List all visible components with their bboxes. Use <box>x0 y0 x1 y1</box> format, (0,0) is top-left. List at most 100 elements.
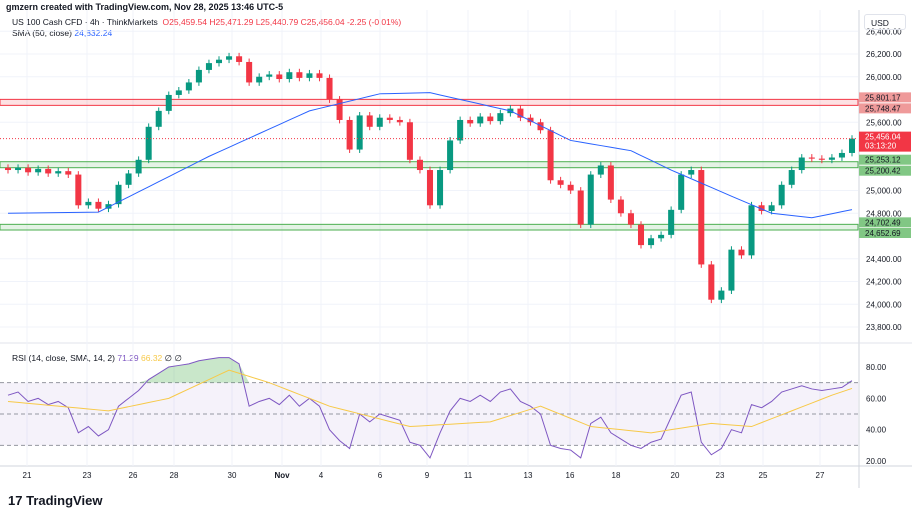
rsi-tick-label: 80.00 <box>866 363 887 372</box>
candle-body <box>447 140 454 171</box>
close-value: C25,456.04 <box>300 17 345 27</box>
candle-body <box>788 170 795 185</box>
price-tick-label: 26,400.00 <box>866 27 902 36</box>
zone-price-label: 25,253.12 <box>865 156 901 165</box>
time-tick-label: 13 <box>524 471 533 480</box>
time-tick-label: 20 <box>671 471 680 480</box>
rsi-extra: ∅ ∅ <box>164 353 182 363</box>
zone-price-label: 24,652.69 <box>865 229 901 238</box>
candle-body <box>416 159 423 171</box>
price-tick-label: 25,600.00 <box>866 118 902 127</box>
candle-body <box>557 180 564 185</box>
candle-body <box>627 213 634 225</box>
candle-body <box>165 94 172 111</box>
last-price-badge <box>859 131 911 152</box>
zone-label-bg <box>859 92 911 103</box>
time-tick-label: 16 <box>566 471 575 480</box>
rsi-line <box>7 357 853 459</box>
candle-body <box>708 264 715 300</box>
candle-body <box>828 157 835 160</box>
logo-icon: 17 <box>8 493 23 508</box>
candle-body <box>637 224 645 246</box>
time-tick-label: 4 <box>319 471 324 480</box>
tradingview-logo: 17 TradingView <box>8 493 102 508</box>
candle-body <box>798 157 805 171</box>
candle-body <box>457 119 464 141</box>
candle-body <box>748 205 755 256</box>
candle-body <box>145 126 152 160</box>
zone-red <box>0 98 859 106</box>
candle-body <box>577 190 584 225</box>
candle-body <box>115 184 122 205</box>
candle-body <box>648 238 655 246</box>
candle-body <box>175 90 182 95</box>
time-tick-label: 30 <box>228 471 237 480</box>
candle-body <box>688 170 695 175</box>
candle-body <box>668 209 675 235</box>
candle-body <box>698 170 705 265</box>
candle-body <box>286 72 293 80</box>
rsi-sma-value: 66.32 <box>141 353 163 363</box>
candle-body <box>547 130 554 181</box>
rsi-tick-label: 20.00 <box>866 457 887 466</box>
sma-legend: SMA (50, close) 24,832.24 <box>12 28 112 38</box>
candle-body <box>35 168 42 173</box>
candle-body <box>778 184 785 206</box>
zone-price-label: 25,200.42 <box>865 167 901 176</box>
zone-green <box>0 223 859 231</box>
sma-value: 24,832.24 <box>74 28 113 38</box>
chart-caption: gmzern created with TradingView.com, Nov… <box>6 2 284 12</box>
candle-body <box>75 174 82 206</box>
candle-body <box>437 170 444 206</box>
candle-body <box>386 117 393 120</box>
rsi-overbought-fill <box>8 357 852 383</box>
zone-price-label: 25,801.17 <box>865 93 901 102</box>
candle-body <box>617 199 624 214</box>
candle-body <box>4 167 12 171</box>
time-tick-label: 18 <box>612 471 621 480</box>
candle-body <box>376 117 383 127</box>
time-tick-label: 6 <box>378 471 383 480</box>
rsi-tick-label: 60.00 <box>866 394 887 403</box>
candle-body <box>246 61 253 83</box>
candle-body <box>467 119 474 124</box>
candle-body <box>487 116 494 122</box>
sma-label[interactable]: SMA (50, close) <box>12 28 72 38</box>
candle-body <box>346 119 353 150</box>
candle-body <box>155 110 162 127</box>
candle-body <box>848 138 856 153</box>
last-price-label: 25,456.04 <box>865 133 901 142</box>
candle-body <box>296 72 303 78</box>
rsi-legend: RSI (14, close, SMA, 14, 2) 71.29 66.32 … <box>12 353 182 364</box>
price-tick-label: 24,400.00 <box>866 255 902 264</box>
currency-label[interactable]: USD <box>864 14 906 30</box>
high-value: H25,471.29 <box>209 17 254 27</box>
candle-body <box>135 159 142 174</box>
candle-body <box>326 77 333 100</box>
time-tick-label: 11 <box>464 471 473 480</box>
rsi-label[interactable]: RSI (14, close, SMA, 14, 2) <box>12 353 115 363</box>
zone-green <box>0 161 859 169</box>
candle-body <box>406 122 413 160</box>
candle-body <box>527 117 534 123</box>
time-tick-label: 21 <box>23 471 32 480</box>
candle-body <box>537 122 544 131</box>
candle-body <box>276 74 283 80</box>
candle-body <box>306 73 313 78</box>
candle-body <box>356 115 363 150</box>
candle-body <box>226 56 233 60</box>
candle-body <box>215 59 223 64</box>
zone-price-label: 24,702.49 <box>865 218 901 227</box>
symbol-name[interactable]: US 100 Cash CFD · 4h · ThinkMarkets <box>12 17 158 27</box>
price-tick-label: 24,800.00 <box>866 209 902 218</box>
candle-body <box>55 171 62 174</box>
price-tick-label: 23,800.00 <box>866 323 902 332</box>
candle-body <box>266 74 273 77</box>
change-value: -2.25 (-0.01%) <box>346 17 402 27</box>
candle-body <box>336 99 343 120</box>
zone-label-bg <box>859 165 911 176</box>
candle-body <box>316 73 323 78</box>
candle-body <box>95 201 102 209</box>
price-tick-label: 25,000.00 <box>866 187 902 196</box>
